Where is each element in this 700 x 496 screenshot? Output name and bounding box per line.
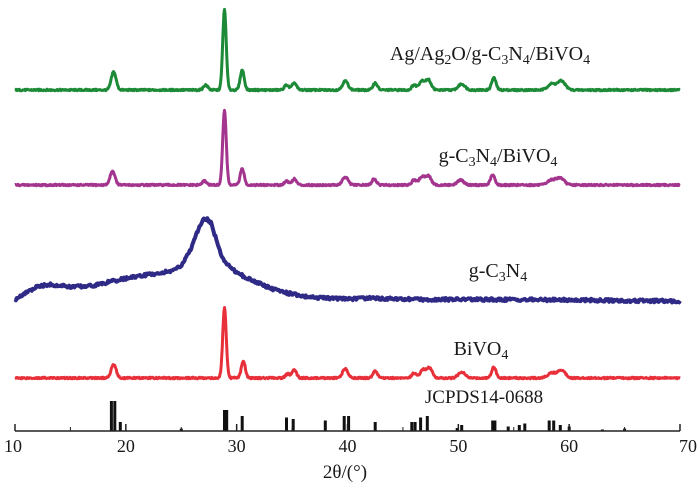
series-label-4: BiVO4 <box>454 338 509 363</box>
series-line-3 <box>13 216 682 305</box>
reference-line-8 <box>285 417 288 431</box>
x-tick-label-30: 30 <box>228 436 246 456</box>
x-tick-label-60: 60 <box>560 436 578 456</box>
reference-line-27 <box>558 425 562 431</box>
reference-line-2 <box>113 401 117 431</box>
reference-line-9 <box>291 419 295 431</box>
series-label-2: g-C3N4/BiVO4 <box>439 145 558 170</box>
x-tick-label-40: 40 <box>339 436 357 456</box>
series-label-1: Ag/Ag2O/g-C3N4/BiVO4 <box>390 43 590 68</box>
reference-line-23 <box>517 425 521 431</box>
x-tick-label-10: 10 <box>4 436 22 456</box>
reference-line-12 <box>347 416 351 431</box>
reference-line-14 <box>410 422 414 431</box>
x-axis-title: 2θ/(°) <box>323 462 367 483</box>
reference-line-21 <box>493 420 497 431</box>
reference-line-24 <box>523 423 527 431</box>
reference-line-18 <box>455 428 459 431</box>
reference-line-7 <box>240 416 244 431</box>
reference-line-1 <box>109 401 113 431</box>
reference-line-15 <box>413 422 417 431</box>
series-line-4 <box>14 306 681 381</box>
reference-line-6 <box>225 410 229 431</box>
reference-line-26 <box>552 420 556 431</box>
series-layer <box>13 7 682 381</box>
x-tick-label-50: 50 <box>449 436 467 456</box>
x-tick-label-70: 70 <box>679 436 697 456</box>
reference-line-13 <box>373 422 377 431</box>
reference-line-16 <box>419 417 423 431</box>
reference-line-3 <box>118 422 122 431</box>
reference-line-11 <box>342 416 346 431</box>
reference-line-22 <box>506 426 510 431</box>
reference-line-19 <box>460 425 464 431</box>
x-tick-label-20: 20 <box>117 436 135 456</box>
series-label-3: g-C3N4 <box>469 260 527 285</box>
reference-line-20 <box>491 420 495 431</box>
reference-line-25 <box>547 420 551 431</box>
series-labels-layer: Ag/Ag2O/g-C3N4/BiVO4 g-C3N4/BiVO4 g-C3N4 Bi… <box>390 43 590 408</box>
reference-line-17 <box>425 416 429 431</box>
reference-line-5 <box>223 410 226 431</box>
series-line-1 <box>14 7 681 93</box>
reference-line-10 <box>323 420 327 431</box>
series-line-2 <box>14 108 681 188</box>
x-axis: 10 20 30 40 50 60 70 <box>4 424 697 456</box>
reference-label: JCPDS14-0688 <box>425 387 543 408</box>
reference-layer <box>109 401 627 431</box>
